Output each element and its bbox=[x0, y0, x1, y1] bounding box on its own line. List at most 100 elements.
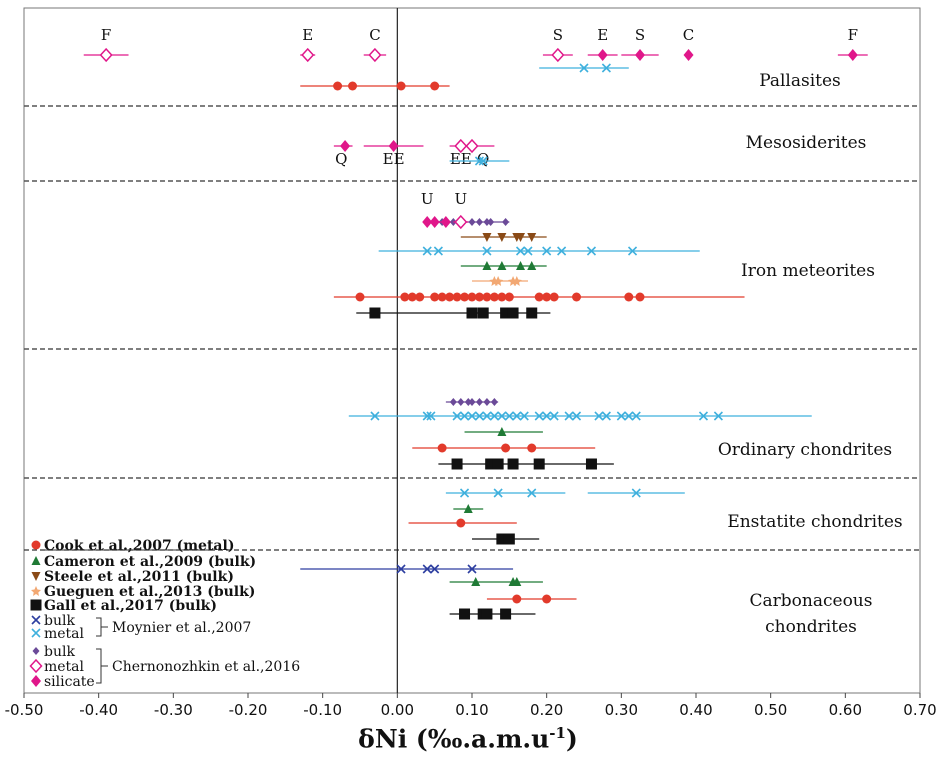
data-point bbox=[500, 307, 512, 319]
data-point bbox=[507, 307, 519, 319]
data-point bbox=[516, 233, 526, 242]
data-point bbox=[422, 564, 432, 574]
data-point bbox=[534, 292, 544, 302]
data-point bbox=[396, 564, 406, 574]
legend-label: Gall et al.,2017 (bulk) bbox=[44, 598, 217, 614]
data-point bbox=[457, 398, 465, 406]
data-point bbox=[415, 292, 425, 302]
data-point bbox=[99, 47, 113, 63]
data-point bbox=[471, 577, 481, 586]
data-point bbox=[847, 49, 858, 61]
data-point bbox=[504, 411, 514, 421]
data-point bbox=[503, 533, 515, 545]
data-point bbox=[713, 411, 723, 421]
data-point bbox=[534, 411, 544, 421]
data-point bbox=[468, 218, 476, 226]
point-label: Q bbox=[335, 150, 347, 168]
data-point bbox=[594, 411, 604, 421]
x-tick-label: 0.20 bbox=[530, 701, 563, 719]
x-tick-label: 0.60 bbox=[829, 701, 862, 719]
data-point bbox=[635, 292, 645, 302]
data-point bbox=[452, 411, 462, 421]
legend-marker bbox=[32, 647, 40, 655]
legend-marker bbox=[29, 658, 43, 674]
data-point bbox=[585, 458, 597, 470]
data-point bbox=[388, 140, 399, 152]
data-point bbox=[526, 307, 538, 319]
legend-marker bbox=[31, 586, 41, 596]
data-point bbox=[493, 276, 504, 286]
section-label: Mesosiderites bbox=[746, 133, 867, 153]
data-point bbox=[474, 411, 485, 421]
legend-group-label: Moynier et al.,2007 bbox=[112, 620, 251, 636]
data-point bbox=[549, 411, 559, 421]
data-point bbox=[468, 398, 476, 406]
data-point bbox=[624, 411, 634, 421]
point-label: E bbox=[597, 26, 608, 44]
data-point bbox=[542, 411, 552, 421]
data-point bbox=[467, 564, 477, 574]
x-tick-label: -0.40 bbox=[79, 701, 118, 719]
data-point bbox=[601, 411, 611, 421]
point-label: S bbox=[635, 26, 645, 44]
data-point bbox=[579, 63, 589, 73]
data-point bbox=[433, 246, 443, 256]
data-point bbox=[483, 398, 491, 406]
data-point bbox=[683, 49, 694, 61]
point-label: EE bbox=[450, 150, 472, 168]
data-point bbox=[516, 261, 526, 270]
data-point bbox=[490, 398, 498, 406]
data-point bbox=[523, 246, 533, 256]
data-point bbox=[437, 443, 447, 453]
data-point bbox=[430, 564, 440, 574]
data-point bbox=[429, 216, 440, 228]
point-label: S bbox=[553, 26, 563, 44]
data-point bbox=[452, 292, 462, 302]
x-tick-label: 0.50 bbox=[754, 701, 787, 719]
data-point bbox=[482, 246, 492, 256]
data-point bbox=[533, 458, 545, 470]
data-point bbox=[368, 47, 382, 63]
data-point bbox=[482, 411, 492, 421]
data-point bbox=[464, 398, 472, 406]
data-point bbox=[465, 138, 479, 154]
legend-marker bbox=[30, 599, 42, 611]
data-point bbox=[507, 458, 519, 470]
data-point bbox=[466, 307, 478, 319]
data-point bbox=[459, 488, 470, 498]
data-point bbox=[497, 411, 507, 421]
x-tick-label: -0.50 bbox=[5, 701, 44, 719]
data-point bbox=[515, 246, 526, 256]
x-tick-label: -0.30 bbox=[154, 701, 193, 719]
data-point bbox=[340, 140, 351, 152]
data-point bbox=[301, 47, 315, 63]
data-point bbox=[477, 307, 489, 319]
data-point bbox=[463, 504, 473, 513]
legend-label: metal bbox=[44, 659, 85, 675]
data-point bbox=[454, 214, 468, 230]
data-point bbox=[624, 292, 634, 302]
legend-marker bbox=[31, 540, 41, 550]
point-label: C bbox=[369, 26, 380, 44]
section-label: chondrites bbox=[765, 617, 857, 637]
data-point bbox=[422, 216, 433, 228]
data-point bbox=[511, 276, 522, 286]
point-label: U bbox=[421, 190, 434, 208]
data-point bbox=[493, 488, 503, 498]
data-point bbox=[496, 533, 508, 545]
legend-label: bulk bbox=[44, 613, 75, 629]
data-point bbox=[564, 411, 574, 421]
data-point bbox=[597, 49, 608, 61]
data-point bbox=[449, 398, 457, 406]
data-point bbox=[497, 427, 507, 436]
legend-label: Cook et al.,2007 (metal) bbox=[44, 538, 234, 554]
data-point bbox=[478, 156, 488, 166]
data-point bbox=[370, 411, 380, 421]
data-point bbox=[430, 292, 440, 302]
data-point bbox=[451, 458, 463, 470]
data-point bbox=[396, 81, 406, 91]
legend-marker bbox=[31, 628, 41, 638]
legend-marker bbox=[31, 675, 41, 687]
x-tick-label: 0.70 bbox=[903, 701, 936, 719]
